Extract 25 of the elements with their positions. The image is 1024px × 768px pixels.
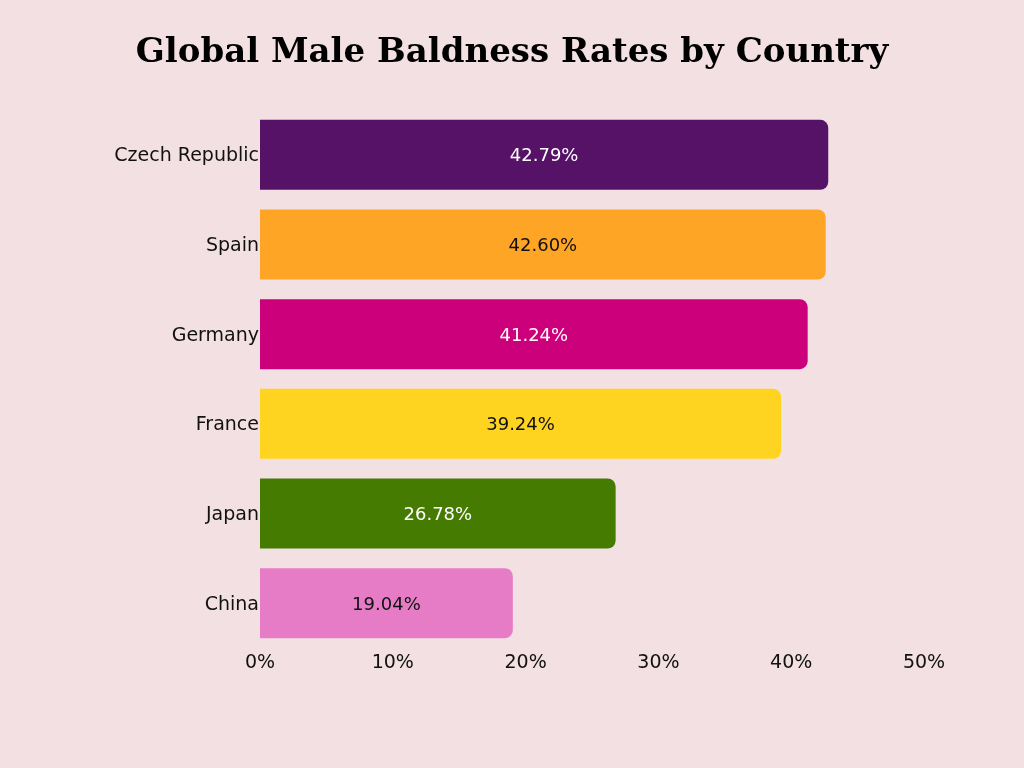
x-tick-label: 30%	[637, 650, 680, 672]
x-tick-label: 10%	[371, 650, 414, 672]
y-tick-label: Japan	[205, 502, 259, 525]
data-label: 26.78%	[403, 503, 473, 524]
y-tick-label: Germany	[171, 322, 259, 345]
x-tick-label: 40%	[770, 650, 813, 672]
data-label: 42.60%	[508, 234, 578, 255]
chart-title: Global Male Baldness Rates by Country	[135, 30, 890, 71]
y-tick-label: China	[204, 591, 259, 614]
bar	[260, 388, 782, 459]
y-tick-label: Czech Republic	[114, 143, 259, 166]
bar	[260, 119, 829, 190]
data-label: 39.24%	[486, 413, 555, 435]
bar	[260, 299, 808, 370]
data-label: 42.79%	[509, 144, 579, 166]
data-label: 19.04%	[352, 592, 421, 614]
data-label: 41.24%	[499, 323, 569, 345]
x-tick-label: 50%	[902, 650, 946, 672]
y-tick-label: Spain	[205, 233, 259, 256]
x-tick-label: 0%	[244, 650, 276, 672]
bar	[260, 568, 513, 639]
y-tick-label: France	[195, 412, 259, 435]
bar	[260, 209, 826, 280]
x-tick-label: 20%	[504, 650, 547, 672]
bar	[260, 478, 616, 549]
